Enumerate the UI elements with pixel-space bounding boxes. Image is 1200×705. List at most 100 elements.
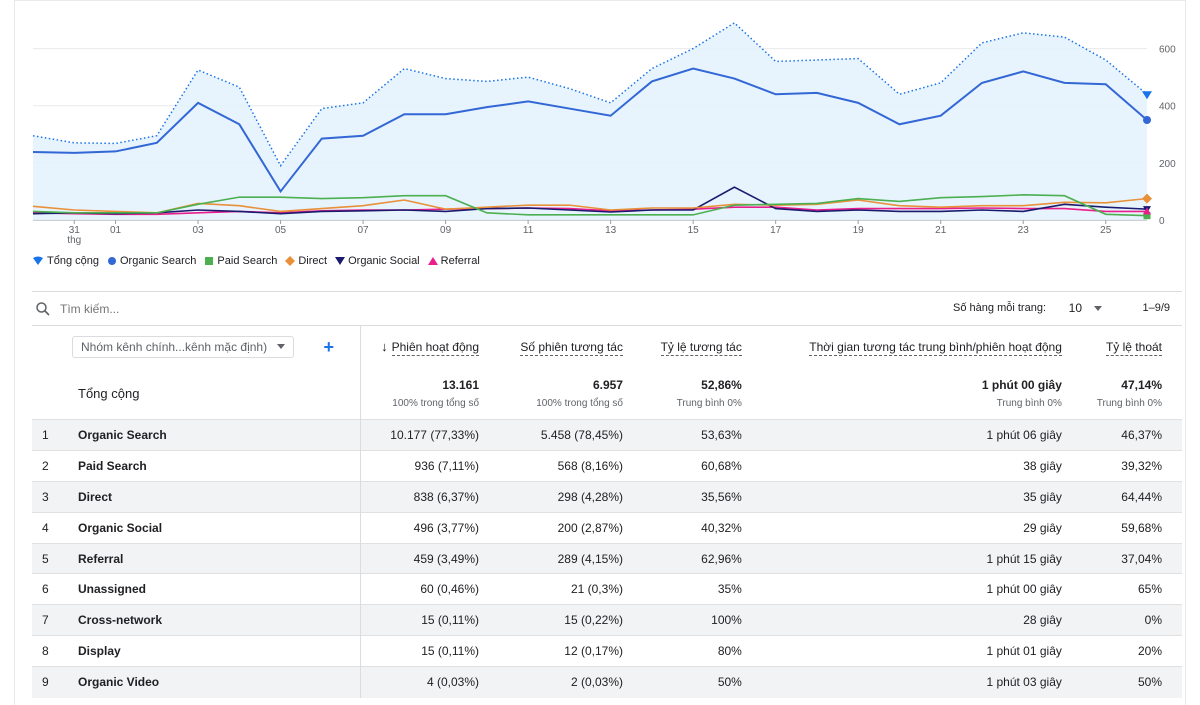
legend-item-organic-social[interactable]: Organic Social <box>335 255 420 267</box>
total-value: 52,86% <box>701 377 742 392</box>
header-label: Phiên hoạt động <box>391 340 480 357</box>
x-tick-label: 25 <box>1100 225 1112 236</box>
row-channel-name[interactable]: Referral <box>62 542 360 574</box>
legend-item-organic-search[interactable]: Organic Search <box>107 255 196 267</box>
table-row[interactable]: 1 Organic Search 10.177 (77,33%) 5.458 (78,… <box>32 419 1182 451</box>
search-input[interactable] <box>60 301 360 316</box>
row-time: 1 phút 01 giây <box>761 635 1082 667</box>
row-channel-name[interactable]: Display <box>62 635 360 667</box>
row-channel-name[interactable]: Unassigned <box>62 573 360 605</box>
table-row[interactable]: 6 Unassigned 60 (0,46%) 21 (0,3%) 35% 1 phút … <box>32 573 1182 605</box>
row-channel-name[interactable]: Paid Search <box>62 449 360 482</box>
totals-bounce: 47,14% Trung bình 0% <box>1082 368 1182 420</box>
row-time: 1 phút 00 giây <box>761 573 1082 605</box>
y-tick-label: 200 <box>1159 159 1176 170</box>
total-sub: 100% trong tổng số <box>536 397 623 409</box>
legend-item-direct[interactable]: Direct <box>285 255 327 267</box>
row-bounce: 59,68% <box>1081 511 1182 544</box>
search-icon[interactable] <box>34 300 52 318</box>
data-table: Nhóm kênh chính...kênh mặc định) + ↓ Phiê… <box>32 325 1182 698</box>
legend-label: Direct <box>298 255 328 267</box>
y-tick-label: 600 <box>1159 45 1176 56</box>
row-engaged: 5.458 (78,45%) <box>499 419 643 451</box>
row-channel-name[interactable]: Organic Video <box>62 666 360 698</box>
legend-item-total[interactable]: Tổng cộng <box>32 255 99 267</box>
chevron-down-icon[interactable] <box>1094 306 1102 311</box>
row-rate: 40,32% <box>642 511 762 544</box>
series-line-total <box>32 21 1148 168</box>
row-channel-name[interactable]: Cross-network <box>62 604 360 636</box>
legend-label: Organic Search <box>119 255 197 267</box>
rows-per-page-select[interactable]: 10 <box>1068 301 1082 315</box>
table-row[interactable]: 9 Organic Video 4 (0,03%) 2 (0,03%) 50% 1 phú… <box>32 666 1182 698</box>
row-rate: 53,63% <box>642 419 762 451</box>
chart-legend: Tổng cộng Organic Search Paid Search Dir… <box>32 255 480 267</box>
row-bounce: 20% <box>1081 635 1182 667</box>
dimension-select[interactable]: Nhóm kênh chính...kênh mặc định) <box>72 335 295 358</box>
row-rate: 100% <box>642 604 762 636</box>
row-time: 28 giây <box>761 604 1082 636</box>
table-row[interactable]: 8 Display 15 (0,11%) 12 (0,17%) 80% 1 phút 01… <box>32 635 1182 667</box>
table-row[interactable]: 4 Organic Social 496 (3,77%) 200 (2,87%) 40,… <box>32 511 1182 544</box>
row-index: 5 <box>32 542 62 574</box>
row-sessions: 4 (0,03%) <box>359 666 500 698</box>
series-line-organic-social <box>32 186 1148 215</box>
table-row[interactable]: 5 Referral 459 (3,49%) 289 (4,15%) 62,96% 1 p… <box>32 542 1182 574</box>
x-tick-label: 05 <box>275 225 287 236</box>
row-engaged: 2 (0,03%) <box>499 666 643 698</box>
add-dimension-button[interactable]: + <box>323 336 334 357</box>
row-time: 29 giây <box>761 511 1082 544</box>
row-index: 1 <box>32 419 62 451</box>
row-sessions: 60 (0,46%) <box>359 573 500 605</box>
header-label: Số phiên tương tác <box>520 339 623 356</box>
header-index <box>32 325 62 368</box>
header-engagement-rate[interactable]: Tỷ lệ tương tác <box>642 325 762 368</box>
pagination-range: 1–9/9 <box>1142 302 1170 314</box>
x-tick-label: 19 <box>853 225 865 236</box>
row-sessions: 936 (7,11%) <box>359 449 500 482</box>
row-engaged: 15 (0,22%) <box>499 604 643 636</box>
header-engaged-sessions[interactable]: Số phiên tương tác <box>499 325 643 368</box>
legend-label: Paid Search <box>217 255 278 267</box>
total-sub: Trung bình 0% <box>996 397 1062 409</box>
series-line-referral <box>32 206 1147 216</box>
row-rate: 35% <box>642 573 762 605</box>
header-avg-engagement-time[interactable]: Thời gian tương tác trung bình/phiên hoạ… <box>761 325 1082 368</box>
x-tick-label: 11 <box>523 225 534 236</box>
table-row[interactable]: 2 Paid Search 936 (7,11%) 568 (8,16%) 60,68%… <box>32 449 1182 482</box>
row-channel-name[interactable]: Direct <box>62 480 360 513</box>
row-sessions: 496 (3,77%) <box>359 511 500 544</box>
row-bounce: 65% <box>1081 573 1182 605</box>
row-sessions: 459 (3,49%) <box>359 542 500 574</box>
row-index: 8 <box>32 635 62 667</box>
x-tick-label: 17 <box>770 225 782 236</box>
totals-index <box>32 368 62 420</box>
totals-label: Tổng cộng <box>78 385 140 401</box>
row-index: 2 <box>32 449 62 482</box>
table-row[interactable]: 7 Cross-network 15 (0,11%) 15 (0,22%) 100% 28… <box>32 604 1182 636</box>
legend-label: Tổng cộng <box>47 255 99 267</box>
x-tick-label: 31 <box>69 225 81 236</box>
y-tick-label: 0 <box>1159 216 1165 227</box>
total-value: 47,14% <box>1121 377 1162 392</box>
row-time: 1 phút 06 giây <box>761 419 1082 451</box>
header-sessions[interactable]: ↓ Phiên hoạt động <box>359 325 500 368</box>
row-rate: 60,68% <box>642 449 762 482</box>
row-index: 7 <box>32 604 62 636</box>
legend-item-paid-search[interactable]: Paid Search <box>204 255 277 267</box>
total-sub: 100% trong tổng số <box>392 397 480 409</box>
marker-paid-search <box>1143 212 1151 220</box>
x-tick-label: 09 <box>440 225 452 236</box>
table-row[interactable]: 3 Direct 838 (6,37%) 298 (4,28%) 35,56% 35 gi… <box>32 480 1182 513</box>
row-engaged: 21 (0,3%) <box>499 573 643 605</box>
row-sessions: 15 (0,11%) <box>359 635 500 667</box>
circle-marker-icon <box>107 257 116 265</box>
header-dimension: Nhóm kênh chính...kênh mặc định) + <box>62 325 360 368</box>
header-bounce-rate[interactable]: Tỷ lệ thoát <box>1081 325 1182 368</box>
row-channel-name[interactable]: Organic Search <box>62 419 360 451</box>
row-bounce: 37,04% <box>1081 542 1182 574</box>
legend-item-referral[interactable]: Referral <box>427 255 480 267</box>
series-line-paid-search <box>32 194 1148 217</box>
x-tick-label: 01 <box>110 225 122 236</box>
row-channel-name[interactable]: Organic Social <box>62 511 360 544</box>
